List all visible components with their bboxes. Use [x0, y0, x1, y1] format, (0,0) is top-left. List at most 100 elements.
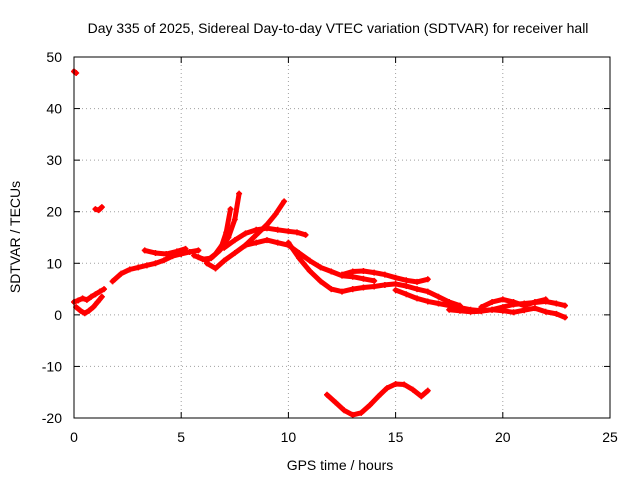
y-axis-label: SDTVAR / TECUs	[7, 181, 23, 293]
series-evening-3	[478, 296, 549, 311]
data-point	[92, 291, 99, 298]
data-point	[349, 273, 356, 280]
data-point	[414, 286, 421, 293]
data-point	[510, 309, 517, 316]
data-point	[161, 257, 168, 264]
chart-title: Day 335 of 2025, Sidereal Day-to-day VTE…	[88, 20, 589, 36]
series-evening-2	[446, 305, 568, 321]
data-point	[392, 280, 399, 287]
x-tick-label: 15	[388, 429, 404, 445]
data-point	[86, 307, 93, 314]
series-plateau-arc	[141, 245, 189, 258]
data-point	[231, 237, 238, 244]
y-tick-label: 40	[46, 101, 62, 117]
data-point	[392, 274, 399, 281]
data-point	[173, 248, 180, 255]
data-point	[358, 409, 365, 416]
data-point	[242, 230, 249, 237]
data-point	[478, 304, 485, 311]
data-point	[152, 260, 159, 267]
data-point	[366, 402, 373, 409]
data-point	[263, 237, 270, 244]
data-point	[306, 268, 313, 275]
data-point	[456, 307, 463, 314]
data-point	[272, 211, 279, 218]
data-point	[328, 286, 335, 293]
data-point	[285, 239, 292, 246]
data-point	[360, 275, 367, 282]
data-point	[236, 190, 243, 197]
data-point	[392, 287, 399, 294]
series-decline-1	[242, 237, 378, 284]
data-point	[182, 245, 189, 252]
data-point	[223, 229, 230, 236]
data-point	[561, 314, 568, 321]
data-point	[360, 284, 367, 291]
series-midday-cluster	[221, 225, 309, 251]
data-point	[75, 297, 82, 304]
series-arc-b	[195, 206, 234, 264]
data-point	[381, 271, 388, 278]
data-point	[499, 307, 506, 314]
series-afternoon-band	[349, 280, 463, 309]
data-point	[274, 239, 281, 246]
data-point	[231, 249, 238, 256]
data-point	[392, 380, 399, 387]
data-point	[281, 198, 288, 205]
data-point	[96, 288, 103, 295]
data-point	[531, 305, 538, 312]
x-tick-label: 5	[177, 429, 185, 445]
data-point	[403, 291, 410, 298]
data-point	[203, 260, 210, 267]
data-point	[328, 268, 335, 275]
data-point	[553, 310, 560, 317]
data-point	[186, 248, 193, 255]
data-point	[371, 277, 378, 284]
data-point	[403, 282, 410, 289]
data-point	[349, 286, 356, 293]
data-point	[212, 265, 219, 272]
data-point	[212, 251, 219, 258]
data-point	[221, 257, 228, 264]
data-point	[98, 293, 105, 300]
data-point	[531, 298, 538, 305]
data-point	[542, 296, 549, 303]
data-point	[163, 251, 170, 258]
data-point	[467, 308, 474, 315]
series-short-arc-20	[92, 204, 105, 214]
data-point	[152, 249, 159, 256]
data-point	[381, 281, 388, 288]
data-point	[135, 264, 142, 271]
data-point	[521, 302, 528, 309]
data-point	[553, 300, 560, 307]
data-point	[94, 298, 101, 305]
data-point	[401, 381, 408, 388]
data-point	[221, 244, 228, 251]
data-point	[341, 407, 348, 414]
data-point	[253, 239, 260, 246]
data-point	[371, 269, 378, 276]
series-near-midnight-low	[73, 293, 105, 317]
data-point	[418, 393, 425, 400]
data-point	[360, 268, 367, 275]
data-point	[274, 226, 281, 233]
y-tick-label: 10	[46, 255, 62, 271]
data-point	[109, 278, 116, 285]
series-negative-arc	[323, 380, 431, 418]
series-afternoon-hump	[339, 268, 431, 285]
y-tick-label: -10	[42, 358, 62, 374]
data-point	[95, 207, 102, 214]
x-tick-label: 0	[70, 429, 78, 445]
data-point	[81, 310, 88, 317]
data-point	[435, 293, 442, 300]
data-point	[403, 277, 410, 284]
data-point	[499, 296, 506, 303]
data-point	[409, 386, 416, 393]
data-point	[118, 270, 125, 277]
data-point	[339, 288, 345, 295]
axis-ticks: 0 5 10 15 20 25 -20 -10 0 10 20 30 40 50	[42, 49, 618, 445]
data-points	[71, 68, 568, 418]
x-tick-label: 20	[495, 429, 511, 445]
data-point	[253, 231, 260, 238]
y-tick-label: 0	[54, 307, 62, 323]
